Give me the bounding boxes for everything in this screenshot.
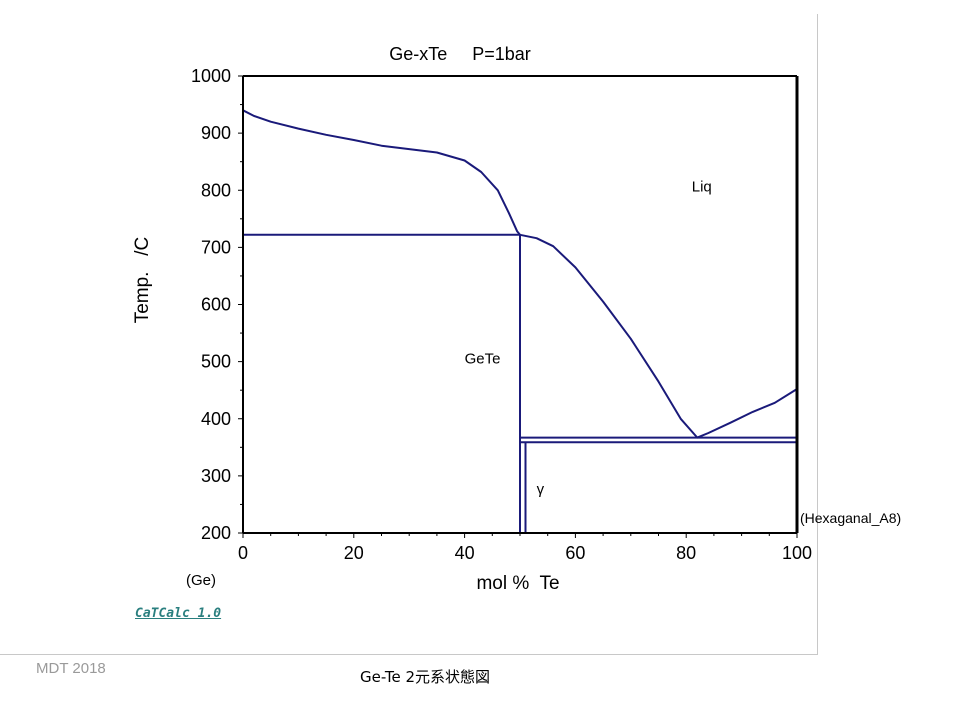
ge-end-label: (Ge) <box>186 572 216 589</box>
y-tick-label: 800 <box>201 180 231 200</box>
y-tick-label: 200 <box>201 523 231 543</box>
y-tick-label: 500 <box>201 352 231 372</box>
y-tick-label: 1000 <box>191 66 231 86</box>
x-tick-label: 100 <box>782 543 812 563</box>
x-tick-label: 40 <box>455 543 475 563</box>
x-axis-label: mol % Te <box>476 573 559 594</box>
x-tick-label: 20 <box>344 543 364 563</box>
catcalc-link[interactable]: CaTCalc 1.0 <box>135 606 222 621</box>
liq-region-label: Liq <box>692 178 712 195</box>
gete-region-label: GeTe <box>465 350 501 367</box>
gamma-region-label: γ <box>537 481 545 498</box>
y-tick-label: 700 <box>201 237 231 257</box>
y-tick-label: 300 <box>201 466 231 486</box>
slide-border-right <box>817 14 818 654</box>
chart-title: Ge-xTe P=1bar <box>389 44 531 64</box>
te-end-phase-label: (Hexaganal_A8) <box>800 510 902 526</box>
slide-border-bottom <box>0 654 818 655</box>
diagram-caption: Ge-Te 2元系状態図 <box>360 668 491 686</box>
y-tick-label: 400 <box>201 409 231 429</box>
credit-text: MDT 2018 <box>36 660 106 677</box>
y-tick-label: 600 <box>201 295 231 315</box>
y-tick-label: 900 <box>201 123 231 143</box>
x-tick-label: 80 <box>676 543 696 563</box>
y-axis-label: Temp. /C <box>132 237 153 324</box>
x-tick-label: 0 <box>238 543 248 563</box>
liquidus-ge-side <box>242 109 521 236</box>
x-tick-label: 60 <box>565 543 585 563</box>
liquidus-te-side <box>519 233 798 439</box>
